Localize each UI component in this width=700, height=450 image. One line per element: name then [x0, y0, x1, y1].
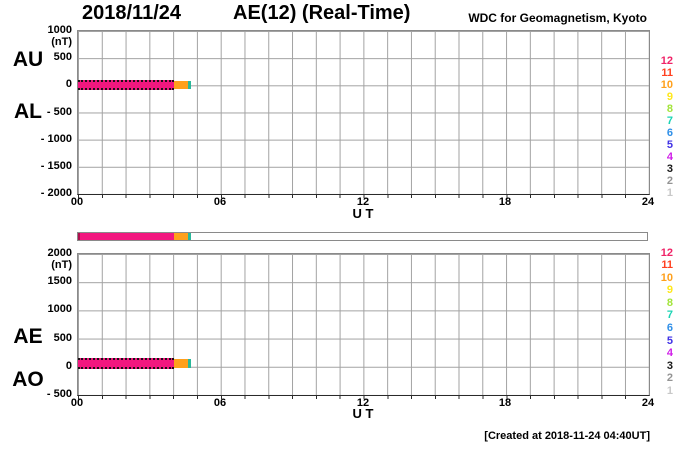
bottom-y-tick: 1500	[47, 275, 72, 287]
bottom-y-tick: 500	[53, 332, 72, 344]
top-plot-area	[77, 30, 650, 195]
station-legend-item: 5	[666, 139, 673, 151]
availability-segment-latest	[188, 233, 191, 240]
top-x-axis-label: U T	[352, 206, 374, 221]
station-legend-item: 1	[666, 187, 673, 199]
bottom-x-axis-ticks	[78, 395, 649, 399]
top-x-tick: 12	[356, 196, 370, 208]
bottom-y-tick: 1000	[47, 303, 72, 315]
bottom-x-tick: 06	[213, 397, 227, 409]
availability-segment-recent	[174, 233, 188, 240]
station-legend-item: 11	[661, 259, 673, 271]
trace-band-au-al	[78, 80, 174, 90]
top-y-tick: 500	[53, 51, 72, 63]
data-availability-bar	[77, 232, 648, 241]
trace-band-au-al-latest	[188, 81, 191, 89]
station-legend-item: 10	[660, 272, 673, 284]
index-label-ae: AE	[13, 325, 43, 348]
index-label-ao: AO	[12, 368, 44, 391]
station-legend-item: 9	[666, 91, 673, 103]
station-legend-item: 9	[666, 284, 673, 296]
top-y-tick: - 2000	[40, 187, 72, 199]
top-y-tick: 0	[65, 78, 72, 90]
bottom-plot-area	[77, 253, 650, 396]
index-label-au: AU	[12, 48, 44, 71]
station-legend-item: 4	[666, 347, 673, 359]
availability-segment-start	[78, 233, 80, 240]
station-legend-item: 3	[666, 163, 673, 175]
bottom-y-tick: - 500	[46, 388, 72, 400]
bottom-y-tick: 2000	[47, 247, 72, 259]
created-at-timestamp: [Created at 2018-11-24 04:40UT]	[484, 430, 650, 442]
station-legend-item: 2	[666, 175, 673, 187]
top-x-tick: 24	[641, 196, 655, 208]
trace-band-ae-ao-recent	[174, 359, 188, 368]
availability-segment-plotted	[80, 233, 174, 240]
bottom-y-unit: (nT)	[51, 259, 72, 271]
trace-band-ae-ao-latest	[188, 359, 191, 368]
station-legend-item: 2	[666, 372, 673, 384]
station-legend-item: 11	[661, 67, 673, 79]
station-legend-item: 12	[660, 247, 673, 259]
top-x-tick: 06	[213, 196, 227, 208]
plot-date: 2018/11/24	[82, 2, 181, 24]
top-y-unit: (nT)	[51, 36, 72, 48]
station-legend-item: 3	[666, 360, 673, 372]
top-x-axis-ticks	[78, 194, 649, 198]
bottom-x-tick: 00	[70, 397, 84, 409]
station-legend-item: 6	[666, 127, 673, 139]
bottom-x-tick: 24	[641, 397, 655, 409]
bottom-y-tick: 0	[65, 360, 72, 372]
top-y-tick: - 1500	[40, 160, 72, 172]
station-legend-item: 4	[666, 151, 673, 163]
station-legend-item: 7	[666, 309, 673, 321]
bottom-x-tick: 18	[498, 397, 512, 409]
station-legend-item: 8	[666, 103, 673, 115]
plot-title: AE(12) (Real-Time)	[233, 2, 411, 24]
top-x-tick: 18	[498, 196, 512, 208]
index-label-al: AL	[14, 100, 42, 123]
bottom-x-tick: 12	[356, 397, 370, 409]
top-x-tick: 00	[70, 196, 84, 208]
station-legend-item: 5	[666, 335, 673, 347]
station-legend-item: 8	[666, 297, 673, 309]
top-y-tick: - 1000	[40, 133, 72, 145]
trace-band-ae-ao	[78, 358, 174, 369]
station-legend-item: 12	[660, 55, 673, 67]
top-y-tick: - 500	[46, 106, 72, 118]
data-source-label: WDC for Geomagnetism, Kyoto	[468, 11, 647, 25]
station-legend-item: 1	[666, 385, 673, 397]
station-legend-item: 6	[666, 322, 673, 334]
bottom-x-axis-label: U T	[352, 406, 374, 421]
station-legend-item: 7	[666, 115, 673, 127]
top-y-tick: 1000	[47, 24, 72, 36]
station-legend-item: 10	[660, 79, 673, 91]
trace-band-au-al-recent	[174, 81, 188, 89]
